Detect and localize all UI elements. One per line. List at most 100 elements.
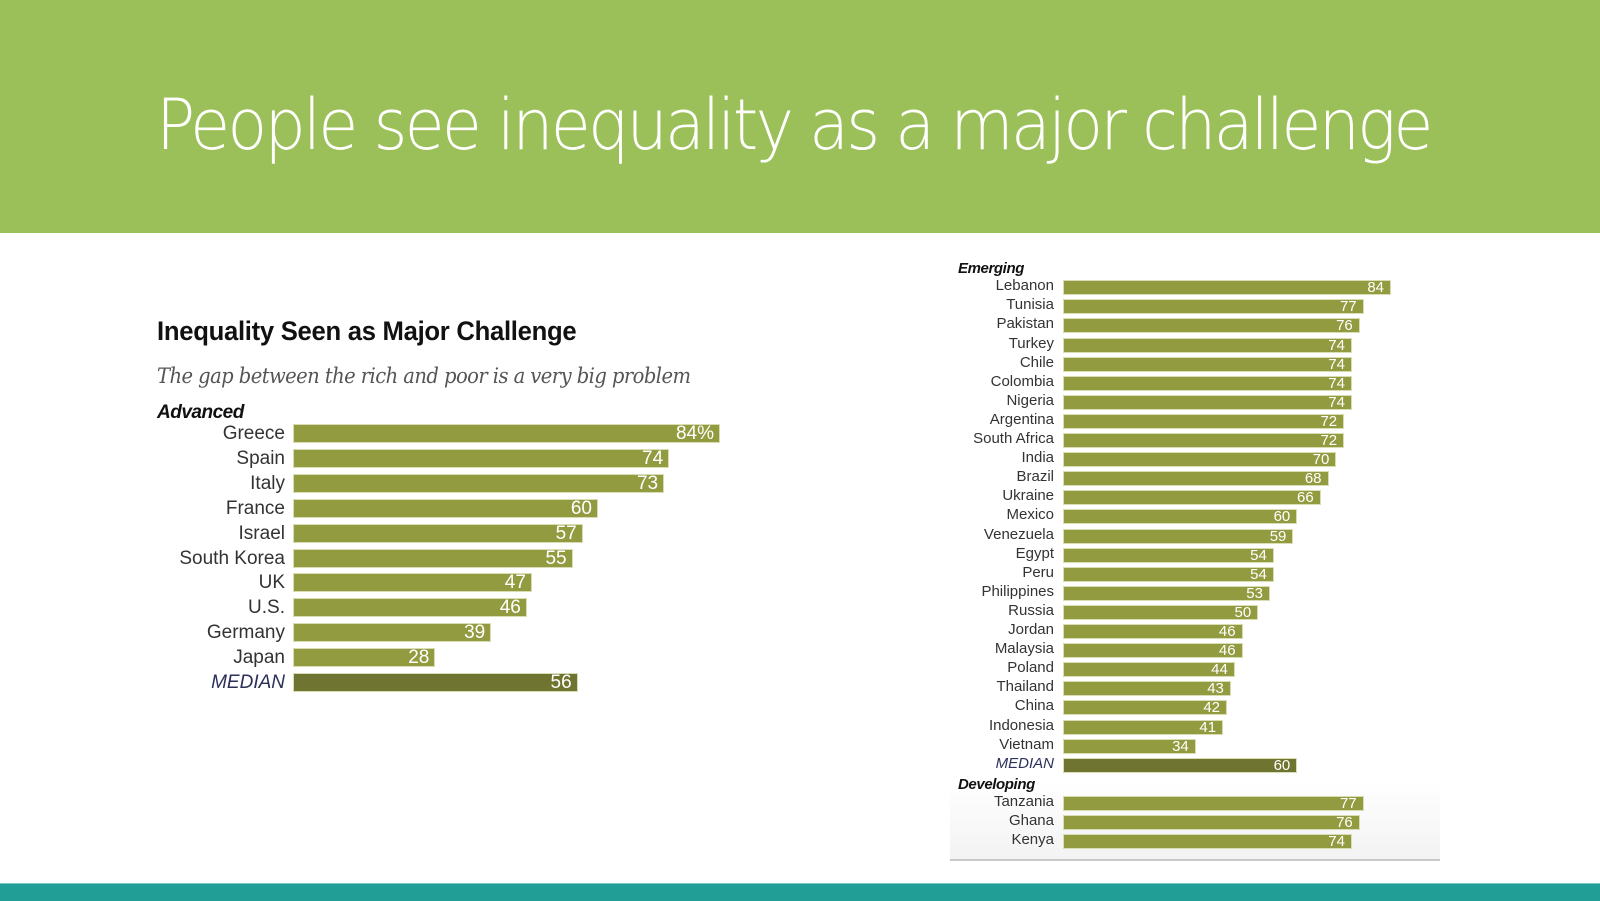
- category-label: Philippines: [981, 582, 1054, 600]
- bar-russia: [1063, 604, 1259, 620]
- category-label: Indonesia: [988, 716, 1054, 734]
- category-label: Poland: [1007, 659, 1054, 677]
- bar-jordan: [1063, 624, 1243, 639]
- data-label: 54: [1250, 565, 1267, 583]
- category-label: Mexico: [1006, 506, 1054, 524]
- chart-title: Inequality Seen as Major Challenge: [157, 316, 577, 346]
- category-label: Thailand: [996, 678, 1054, 696]
- bar-japan: [293, 648, 436, 668]
- data-label: 60: [1273, 756, 1291, 774]
- bar-tanzania: [1063, 796, 1364, 811]
- bar-israel: [293, 523, 583, 543]
- data-label: 44: [1211, 661, 1228, 679]
- chart-subtitle: The gap between the rich and poor is a v…: [157, 364, 691, 388]
- bar-u-s-: [293, 598, 527, 618]
- bar-mexico: [1063, 509, 1298, 525]
- data-label: 46: [1218, 642, 1236, 660]
- category-label: India: [1021, 449, 1054, 467]
- bar-ukraine: [1063, 490, 1321, 506]
- category-label: Nigeria: [1006, 391, 1054, 409]
- bar-thailand: [1063, 681, 1231, 697]
- bar-south-africa: [1063, 433, 1345, 448]
- category-label: Greece: [222, 423, 285, 444]
- data-label: 46: [499, 597, 521, 619]
- data-label: 70: [1312, 451, 1330, 469]
- data-label: 76: [1336, 814, 1353, 832]
- category-label: Kenya: [1011, 831, 1054, 849]
- category-label: Brazil: [1016, 468, 1054, 486]
- category-label: Turkey: [1008, 334, 1054, 352]
- bar-peru: [1063, 566, 1274, 582]
- category-label: Vietnam: [999, 735, 1054, 753]
- category-label: Malaysia: [994, 640, 1054, 658]
- bar-germany: [293, 623, 492, 643]
- data-label: 68: [1304, 470, 1322, 488]
- category-label: Chile: [1019, 353, 1054, 371]
- data-label: 74: [1328, 833, 1345, 851]
- data-label: 84: [1367, 279, 1384, 297]
- bar-colombia: [1063, 375, 1352, 391]
- category-label: Tunisia: [1006, 296, 1054, 314]
- data-label: 60: [570, 497, 592, 519]
- bar-pakistan: [1063, 318, 1360, 334]
- slide-footer-band: [0, 883, 1600, 901]
- category-label: MEDIAN: [211, 672, 285, 693]
- bar-argentina: [1063, 413, 1345, 429]
- bar-indonesia: [1063, 719, 1224, 735]
- category-label: France: [225, 497, 285, 519]
- data-label: 47: [504, 572, 526, 594]
- data-label: 77: [1339, 795, 1357, 812]
- data-label: 59: [1269, 527, 1287, 545]
- category-label: Russia: [1008, 601, 1054, 619]
- data-label: 54: [1250, 546, 1267, 564]
- data-label: 72: [1320, 412, 1338, 430]
- category-label: UK: [258, 572, 285, 594]
- bar-kenya: [1063, 834, 1352, 850]
- category-label: Germany: [206, 622, 285, 644]
- slide-header: People see inequality as a major challen…: [0, 0, 1600, 233]
- data-label: 28: [408, 647, 430, 669]
- data-label: 39: [464, 622, 486, 644]
- category-label: Israel: [238, 522, 285, 544]
- data-label: 74: [1328, 374, 1345, 392]
- data-label: 76: [1336, 317, 1353, 335]
- data-label: 84%: [675, 423, 714, 444]
- data-label: 74: [1328, 393, 1345, 411]
- slide-title: People see inequality as a major challen…: [156, 84, 1433, 166]
- data-label: 74: [1328, 355, 1345, 373]
- group-label-developing: Developing: [958, 775, 1035, 793]
- bar-uk: [293, 573, 532, 593]
- category-label: Egypt: [1015, 544, 1054, 562]
- data-label: 41: [1199, 718, 1217, 736]
- data-label: 50: [1234, 603, 1252, 621]
- data-label: 57: [555, 522, 577, 544]
- data-label: 73: [636, 472, 659, 494]
- bar-france: [293, 498, 598, 518]
- data-label: 55: [545, 547, 567, 569]
- category-label: Spain: [236, 447, 285, 469]
- category-label: Pakistan: [996, 315, 1054, 333]
- data-label: 53: [1246, 584, 1263, 602]
- category-label: Lebanon: [995, 277, 1054, 295]
- bar-malaysia: [1063, 643, 1243, 659]
- bar-median: [1063, 757, 1298, 773]
- category-label: Peru: [1022, 563, 1054, 581]
- bar-philippines: [1063, 585, 1270, 601]
- data-label: 46: [1218, 623, 1236, 640]
- data-label: 34: [1172, 737, 1189, 755]
- data-label: 66: [1297, 489, 1314, 507]
- bar-median: [293, 673, 578, 692]
- data-label: 72: [1320, 432, 1338, 449]
- bar-china: [1063, 700, 1227, 716]
- bar-chile: [1063, 356, 1352, 372]
- bar-south-korea: [293, 548, 573, 568]
- category-label: Argentina: [989, 410, 1054, 428]
- bar-turkey: [1063, 337, 1352, 353]
- category-label: South Africa: [973, 430, 1054, 447]
- category-label: Venezuela: [983, 525, 1054, 543]
- data-label: 60: [1273, 508, 1291, 526]
- category-label: Jordan: [1008, 621, 1054, 638]
- category-label: MEDIAN: [995, 754, 1054, 772]
- data-label: 56: [550, 672, 572, 693]
- bar-egypt: [1063, 547, 1274, 563]
